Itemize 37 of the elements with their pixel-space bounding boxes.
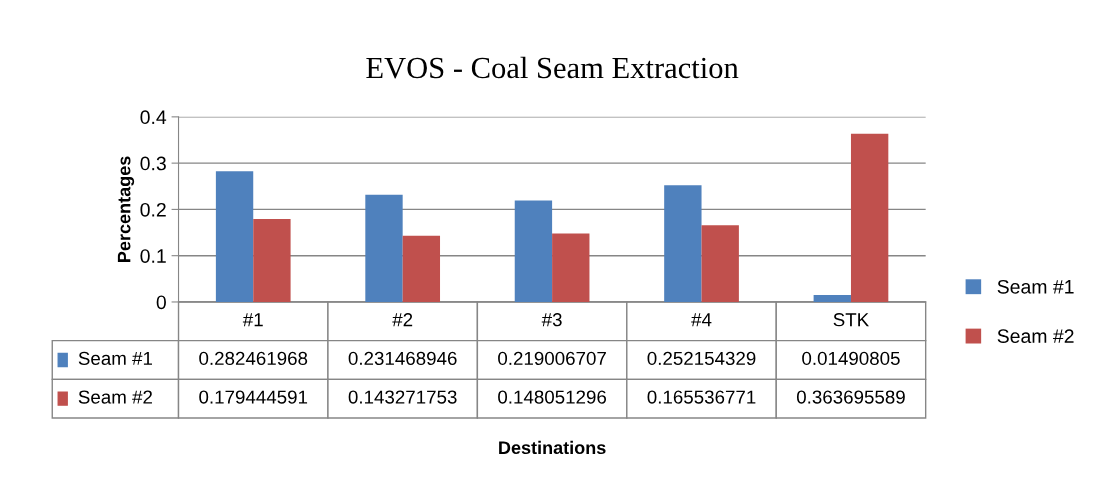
x-tick-label: STK <box>833 313 869 327</box>
x-tick-label: #4 <box>691 313 712 327</box>
bar <box>850 133 889 302</box>
x-tick-label: #1 <box>242 313 263 327</box>
x-tick-label: #2 <box>392 313 413 327</box>
bar <box>664 185 702 302</box>
y-axis-title: Percentages <box>117 156 135 262</box>
legend-label: Seam #1 <box>78 351 152 366</box>
data-label: 0.01490805 <box>802 351 900 366</box>
y-tick-label: 0.3 <box>140 156 166 171</box>
text: Seam #1 <box>997 279 1074 294</box>
bar <box>514 200 553 302</box>
y-tick-label: 0.1 <box>140 249 166 263</box>
data-label: 0.282461968 <box>199 351 308 366</box>
data-label: 0.179444591 <box>199 390 308 404</box>
data-label: 0.252154329 <box>647 351 756 366</box>
x-tick-label: #3 <box>541 313 562 327</box>
chart-title: EVOS - Coal Seam Extraction <box>366 56 739 79</box>
data-label: 0.231468946 <box>348 351 457 366</box>
data-label: 0.219006707 <box>498 351 606 366</box>
y-tick-label: 0.4 <box>140 110 167 125</box>
data-label: 0.363695589 <box>796 390 905 404</box>
bar <box>813 295 851 302</box>
bar <box>253 218 291 302</box>
legend-label: Seam #2 <box>997 329 1074 344</box>
y-tick-label: 0.2 <box>140 202 166 217</box>
bar <box>552 233 590 302</box>
bar <box>365 194 403 302</box>
bar <box>215 171 254 302</box>
bar <box>701 225 739 302</box>
text: Destinations <box>499 440 606 455</box>
data-label: 0.143271753 <box>348 390 457 404</box>
bar <box>402 235 441 302</box>
text: Seam #2 <box>78 390 152 404</box>
data-label: 0.148051296 <box>498 390 607 404</box>
y-tick-label: 0 <box>156 295 166 310</box>
data-label: 0.165536771 <box>647 390 756 404</box>
